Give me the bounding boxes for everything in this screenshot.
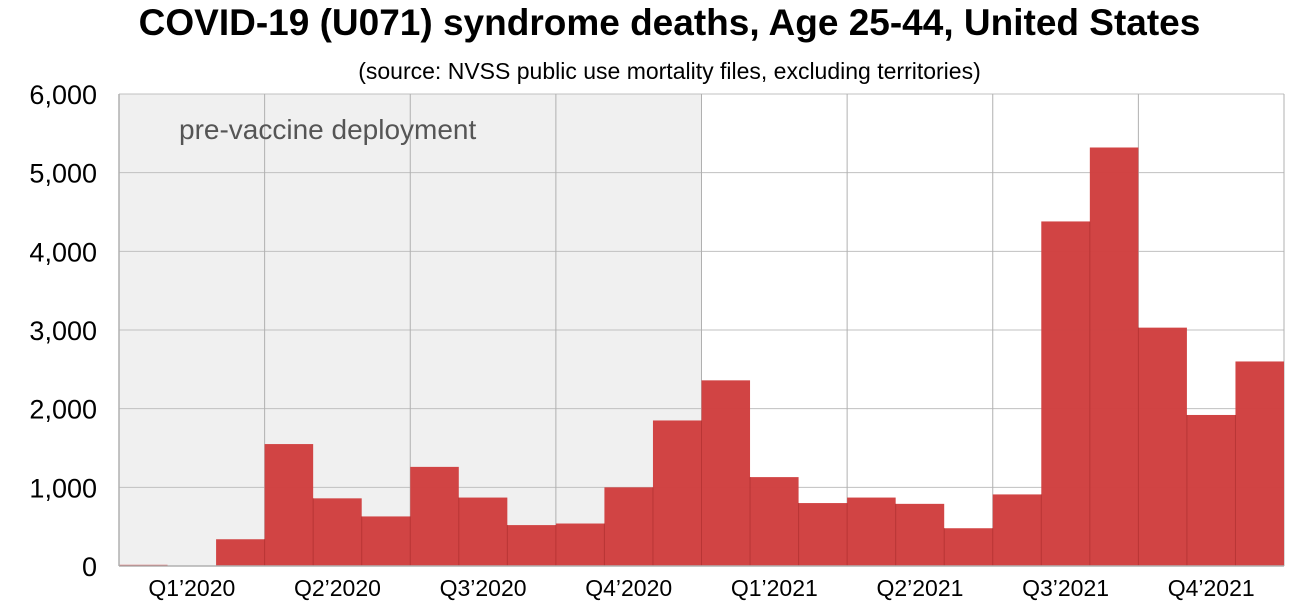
y-tick-label: 4,000 (29, 237, 97, 267)
bar (604, 487, 653, 566)
bar (264, 444, 314, 566)
bar (652, 420, 702, 566)
bar (410, 466, 459, 566)
bar (944, 528, 993, 566)
x-tick-label: Q3’2021 (1022, 575, 1109, 601)
x-tick-label: Q4’2021 (1168, 575, 1255, 601)
axis-layer (118, 94, 1284, 567)
chart-subtitle: (source: NVSS public use mortality files… (358, 58, 981, 84)
bar (992, 494, 1042, 566)
bar (313, 498, 362, 566)
y-tick-label: 2,000 (29, 395, 97, 425)
x-tick-label: Q3’2020 (440, 575, 527, 601)
bar (555, 523, 605, 566)
bar (1138, 327, 1187, 566)
bar (1186, 414, 1236, 566)
bar (895, 503, 945, 566)
bar (750, 477, 799, 566)
bar (507, 525, 556, 566)
x-tick-label: Q1’2020 (148, 575, 235, 601)
bar (458, 497, 508, 566)
x-tick-label: Q1’2021 (731, 575, 818, 601)
x-tick-label: Q2’2021 (876, 575, 963, 601)
bar (216, 539, 265, 566)
y-tick-label: 0 (82, 552, 97, 582)
bar (1089, 147, 1139, 566)
chart-title: COVID-19 (U071) syndrome deaths, Age 25-… (138, 2, 1201, 43)
bar (701, 380, 751, 566)
labels-layer: pre-vaccine deployment 0 1,000 2,000 3,000 4,… (29, 80, 1254, 601)
shaded-region-label: pre-vaccine deployment (179, 114, 476, 145)
y-tick-label: 5,000 (29, 159, 97, 189)
y-tick-label: 3,000 (29, 316, 97, 346)
bars-layer (119, 147, 1284, 566)
bar (1041, 221, 1090, 566)
bar (1235, 361, 1284, 566)
bar (847, 497, 896, 566)
y-tick-label: 6,000 (29, 80, 97, 110)
bar (798, 503, 848, 566)
bar (361, 516, 411, 566)
x-tick-label: Q4’2020 (585, 575, 672, 601)
y-tick-label: 1,000 (29, 473, 97, 503)
x-tick-label: Q2’2020 (294, 575, 381, 601)
